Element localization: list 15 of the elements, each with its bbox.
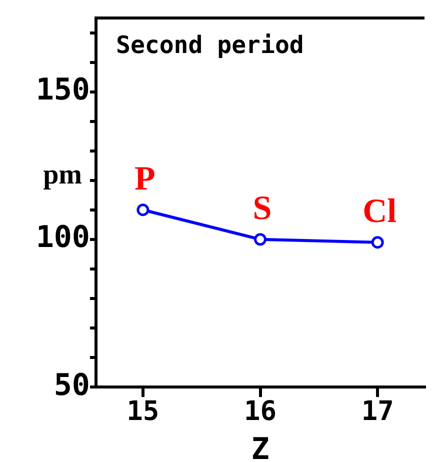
annotation: Cl [362,193,397,230]
point [254,233,266,246]
y-axis-title: pm [43,160,82,191]
point [371,236,384,249]
y-tick-label: 100 [36,220,90,256]
annotation: S [252,190,272,228]
annotation: P [134,160,156,198]
y-tick-label: 50 [54,368,90,403]
text: Second period [116,31,304,60]
x-axis-title: Z [251,432,270,462]
x-tick-label: 16 [244,396,277,428]
x-tick-label: 17 [361,396,394,428]
x-tick-label: 15 [126,396,160,428]
point [136,204,150,216]
y-tick-label: 150 [36,72,90,108]
